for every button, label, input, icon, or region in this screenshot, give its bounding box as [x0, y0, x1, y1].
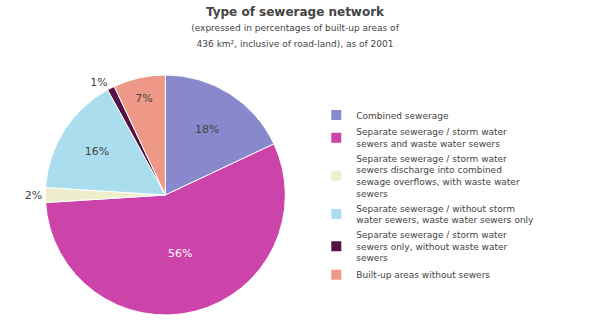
svg-text:56%: 56%: [168, 247, 192, 260]
svg-text:18%: 18%: [195, 123, 219, 136]
svg-text:Separate sewerage / without st: Separate sewerage / without stormwater s…: [356, 204, 534, 226]
svg-text:7%: 7%: [135, 92, 152, 105]
svg-text:Separate sewerage / storm wate: Separate sewerage / storm watersewers on…: [356, 230, 507, 263]
svg-text:Separate sewerage / storm wate: Separate sewerage / storm watersewers an…: [356, 127, 507, 149]
svg-text:1%: 1%: [90, 76, 107, 89]
svg-text:Built-up areas without sewers: Built-up areas without sewers: [356, 270, 490, 280]
svg-text:16%: 16%: [85, 145, 109, 158]
svg-text:Combined sewerage: Combined sewerage: [356, 111, 449, 121]
svg-text:Type of sewerage network(expre: Type of sewerage network(expressed in pe…: [191, 5, 399, 49]
svg-text:2%: 2%: [25, 189, 42, 202]
svg-text:Separate sewerage / storm wate: Separate sewerage / storm watersewers di…: [356, 154, 520, 199]
